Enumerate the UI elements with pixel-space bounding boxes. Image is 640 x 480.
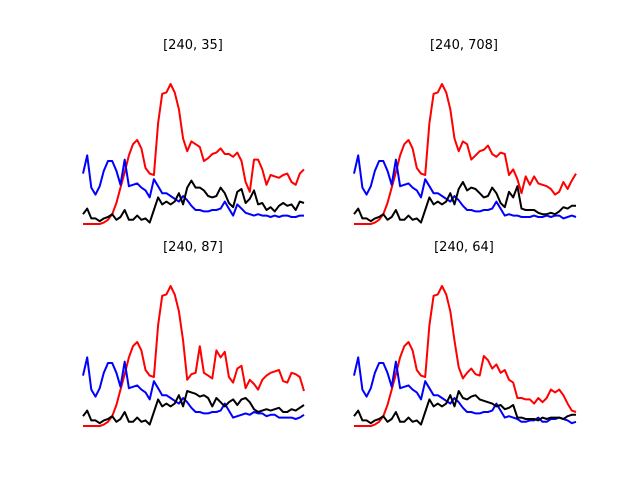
panel-title: [240, 64] (434, 240, 494, 255)
panel-1: [240, 35] (82, 38, 305, 225)
plot-area (353, 83, 577, 225)
panel-4: [240, 64] (353, 240, 577, 427)
panel-2: [240, 708] (353, 38, 577, 225)
series-line-1 (83, 285, 305, 427)
panel-title: [240, 87] (163, 240, 223, 255)
series-line-2 (353, 154, 577, 220)
panel-title: [240, 708] (430, 38, 498, 53)
panel-3: [240, 87] (82, 240, 305, 427)
plot-area (353, 285, 577, 427)
series-line-3 (82, 390, 305, 426)
series-line-1 (83, 83, 305, 225)
plot-area (82, 83, 305, 225)
series-line-3 (353, 181, 576, 224)
plot-area (82, 285, 305, 427)
series-line-2 (82, 154, 304, 218)
series-line-1 (354, 285, 577, 427)
series-line-2 (353, 356, 577, 425)
series-line-3 (353, 390, 576, 426)
panel-title: [240, 35] (163, 38, 223, 53)
series-line-2 (82, 356, 305, 420)
series-line-1 (354, 83, 577, 225)
series-line-3 (82, 179, 305, 224)
